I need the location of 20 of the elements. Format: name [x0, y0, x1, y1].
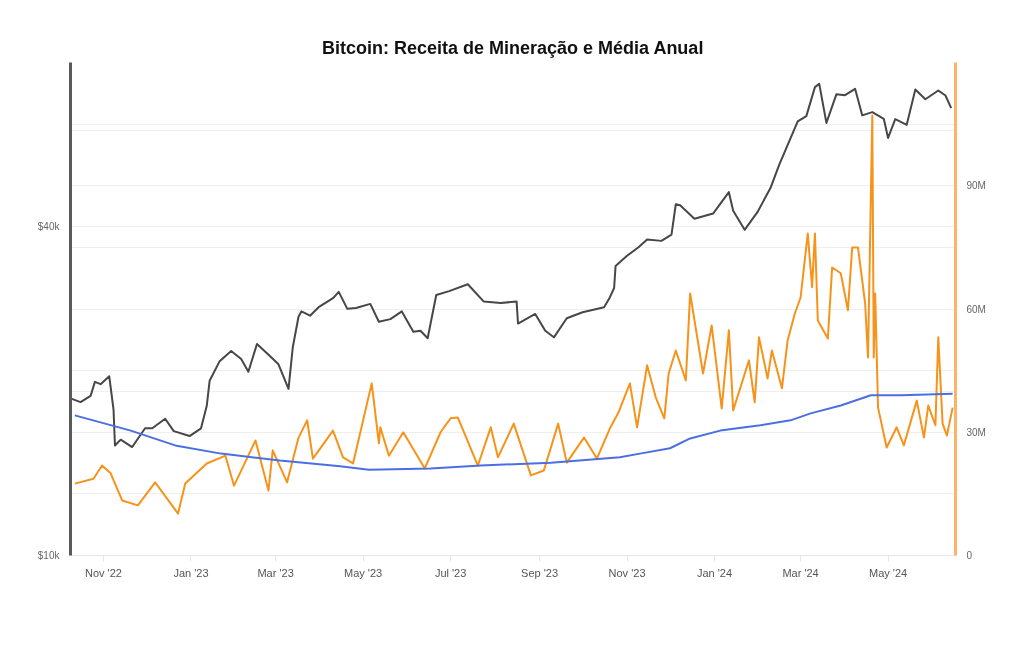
x-tick-label: Sep '23	[521, 566, 559, 579]
line-series	[73, 392, 954, 471]
x-tick-label: Jan '24	[696, 566, 733, 579]
x-tick-label: Mar '24	[782, 566, 819, 579]
line-series	[70, 82, 953, 449]
x-tick-label: Jan '23	[173, 566, 209, 579]
y-tick-label: $40k	[37, 221, 61, 233]
y2-tick-label: 90M	[966, 180, 986, 192]
chart-title: Bitcoin: Receita de Mineração e Média Anual	[321, 37, 704, 58]
x-tick-label: Nov '22	[85, 566, 122, 579]
x-tick-label: Mar '23	[257, 566, 294, 579]
y-tick-label: $10k	[37, 550, 61, 561]
x-tick-label: May '24	[869, 566, 908, 579]
x-tick-label: Nov '23	[608, 566, 646, 579]
y2-tick-label: 30M	[966, 426, 986, 438]
y2-tick-label: 0	[966, 550, 973, 561]
line-series	[73, 114, 954, 515]
y2-tick-label: 60M	[966, 303, 986, 315]
x-tick-label: Jul '23	[434, 566, 467, 579]
x-tick-label: May '23	[344, 566, 383, 579]
